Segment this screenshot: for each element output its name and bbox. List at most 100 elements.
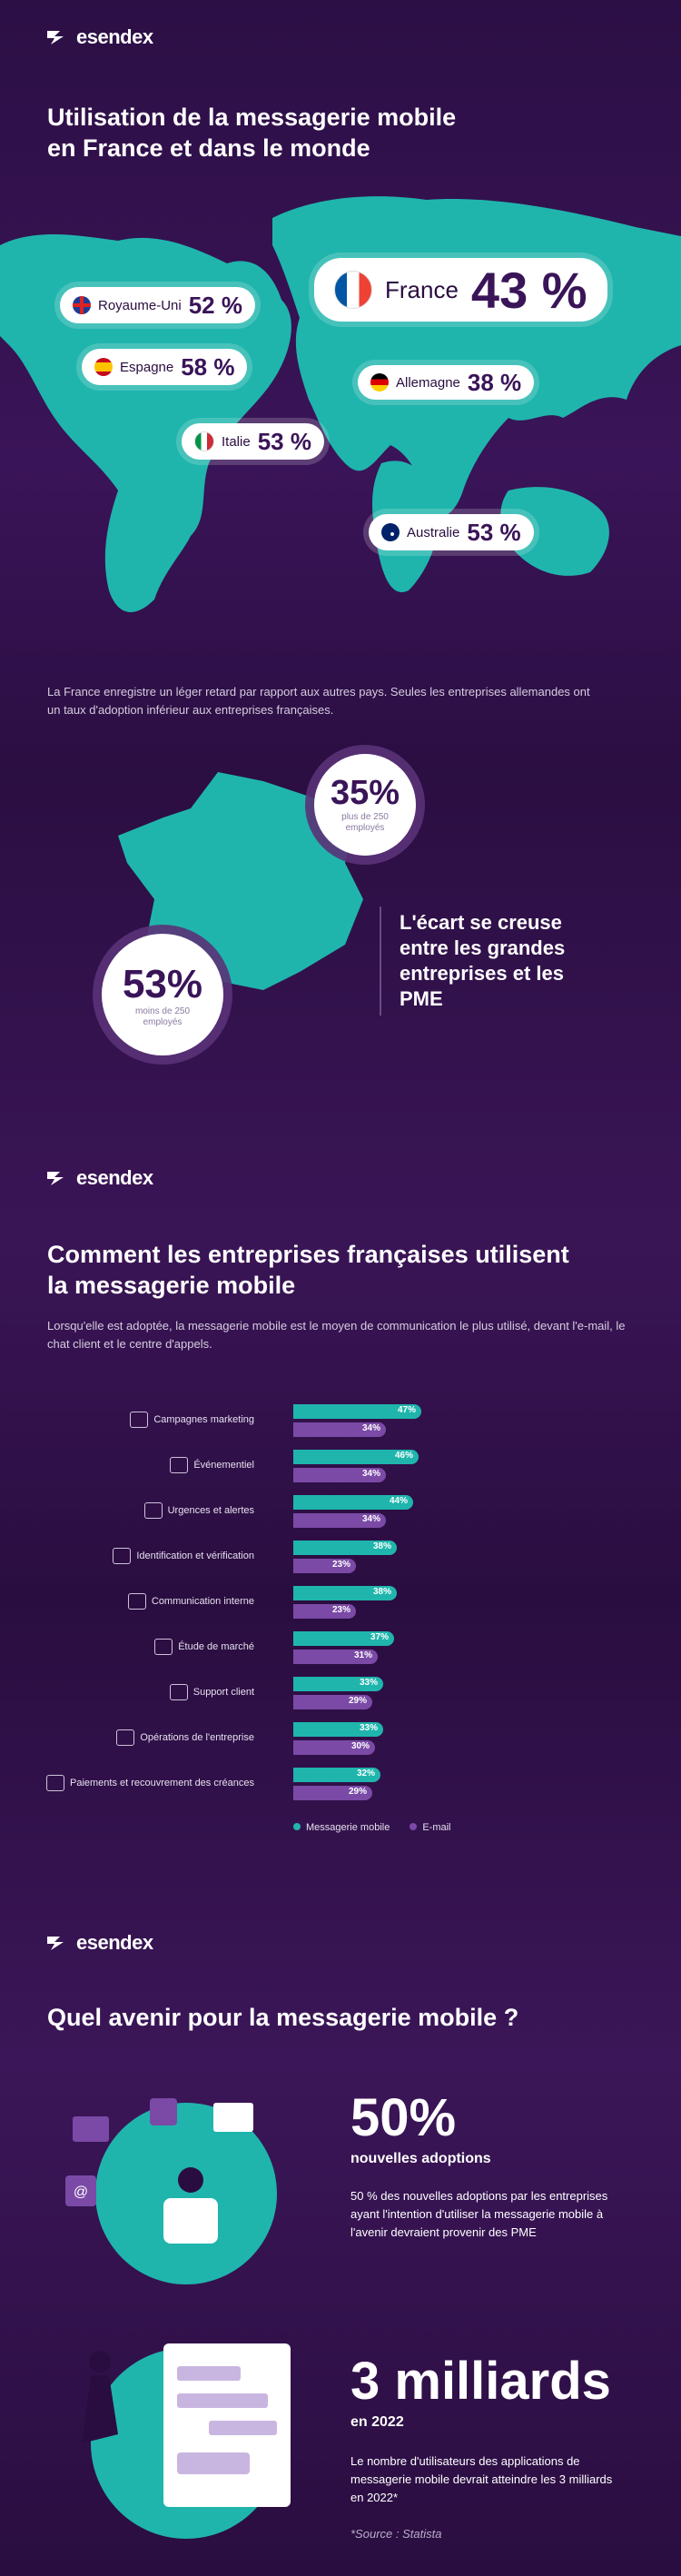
bar-value-label: 23%: [331, 1605, 350, 1615]
uk-flag-icon: [73, 296, 91, 314]
bar-value-label: 47%: [397, 1405, 416, 1415]
stat-large-value: 35%: [330, 774, 400, 812]
adoption-illustration: @: [65, 2098, 277, 2284]
bar-value-label: 38%: [372, 1587, 391, 1597]
chart-row: Communication interne 38% 23%: [0, 1586, 681, 1628]
category-text: Identification et vérification: [136, 1551, 254, 1561]
category-label: Identification et vérification: [113, 1548, 254, 1564]
bar-value-label: 32%: [356, 1769, 375, 1778]
category-text: Paiements et recouvrement des créances: [70, 1778, 254, 1788]
category-text: Support client: [192, 1687, 254, 1698]
country-value: 58 %: [181, 352, 235, 381]
bar-mobile: 46%: [293, 1450, 419, 1464]
bar-mobile: 37%: [293, 1631, 394, 1646]
bar-value-label: 34%: [361, 1423, 380, 1433]
bar-email: 34%: [293, 1468, 386, 1482]
category-text: Opérations de l'entreprise: [140, 1732, 254, 1743]
legend-label: Messagerie mobile: [306, 1822, 390, 1833]
bar-mobile: 47%: [293, 1404, 421, 1419]
bar-email: 29%: [293, 1786, 372, 1800]
bar-email: 23%: [293, 1604, 356, 1619]
stat2-value: 3 milliards: [350, 2352, 611, 2411]
chart-row: Identification et vérification 38% 23%: [0, 1541, 681, 1582]
esendex-logo-icon: [47, 31, 64, 45]
country-name: Espagne: [120, 359, 174, 375]
stat1-value: 50%: [350, 2088, 457, 2147]
esendex-logo: esendex: [47, 25, 153, 49]
category-text: Événementiel: [193, 1460, 254, 1471]
logo-text: esendex: [76, 1166, 153, 1189]
section2-title-line1: Comment les entreprises françaises utili…: [47, 1241, 569, 1268]
stat-small-value: 53%: [122, 962, 203, 1006]
bar-value-label: 33%: [359, 1723, 378, 1733]
chart-row: Paiements et recouvrement des créances 32…: [0, 1768, 681, 1809]
germany-flag-icon: [370, 373, 389, 391]
country-value: 52 %: [188, 291, 242, 319]
bar-value-label: 29%: [348, 1696, 367, 1706]
legend-item-email: E-mail: [410, 1822, 451, 1833]
category-text: Urgences et alertes: [167, 1505, 254, 1516]
bar-value-label: 34%: [361, 1514, 380, 1524]
bar-email: 29%: [293, 1695, 372, 1709]
stat2-source: *Source : Statista: [350, 2527, 442, 2541]
country-pill-spain: Espagne 58 %: [82, 349, 248, 385]
country-pill-uk: Royaume-Uni 52 %: [60, 287, 255, 323]
svg-text:@: @: [74, 2185, 88, 2200]
bar-mobile: 44%: [293, 1495, 413, 1510]
legend-dot-icon: [410, 1823, 418, 1830]
stat-small-companies: 53% moins de 250 employés: [102, 934, 223, 1055]
bar-value-label: 46%: [394, 1451, 413, 1461]
gap-text: L'écart se creuse entre les grandes entr…: [400, 911, 566, 1010]
category-icon: [169, 1684, 188, 1700]
bar-mobile: 33%: [293, 1677, 383, 1691]
esendex-logo-icon: [47, 1172, 64, 1185]
bar-value-label: 44%: [389, 1496, 408, 1506]
section2-title: Comment les entreprises françaises utili…: [47, 1239, 569, 1301]
chart-row: Campagnes marketing 47% 34%: [0, 1404, 681, 1446]
divider-line: [380, 907, 381, 1016]
stat2-text: Le nombre d'utilisateurs des application…: [350, 2454, 613, 2504]
bar-email: 34%: [293, 1422, 386, 1437]
stat2-label: en 2022: [350, 2414, 404, 2430]
section2-title-line2: la messagerie mobile: [47, 1272, 296, 1299]
chart-legend: Messagerie mobile E-mail: [293, 1822, 451, 1833]
category-label: Étude de marché: [154, 1639, 254, 1655]
stat-small-label: moins de 250 employés: [134, 1006, 191, 1027]
bar-value-label: 37%: [370, 1632, 389, 1642]
chart-row: Opérations de l'entreprise 33% 30%: [0, 1722, 681, 1764]
category-text: Communication interne: [151, 1596, 254, 1607]
country-name: France: [385, 275, 459, 303]
category-icon: [170, 1457, 189, 1473]
stat-large-label: plus de 250 employés: [341, 812, 389, 833]
bar-value-label: 34%: [361, 1469, 380, 1479]
bar-mobile: 38%: [293, 1541, 397, 1555]
stat-large-companies: 35% plus de 250 employés: [314, 754, 416, 856]
category-label: Urgences et alertes: [143, 1502, 254, 1519]
country-pill-france: France 43 %: [314, 258, 607, 322]
chart-row: Urgences et alertes 44% 34%: [0, 1495, 681, 1537]
category-icon: [113, 1548, 132, 1564]
category-text: Campagnes marketing: [153, 1414, 254, 1425]
section3-title: Quel avenir pour la messagerie mobile ?: [47, 2004, 519, 2031]
country-value: 53 %: [467, 518, 521, 546]
stat1-label: nouvelles adoptions: [350, 2151, 491, 2166]
country-value: 53 %: [257, 427, 311, 455]
section1-paragraph: La France enregistre un léger retard par…: [47, 685, 590, 717]
usage-bar-chart: Campagnes marketing 47% 34% Événementiel 46%…: [0, 1404, 681, 1813]
bar-mobile: 32%: [293, 1768, 380, 1782]
section2-paragraph: Lorsqu'elle est adoptée, la messagerie m…: [47, 1319, 626, 1351]
category-label: Support client: [169, 1684, 254, 1700]
chart-row: Support client 33% 29%: [0, 1677, 681, 1719]
country-name: Australie: [407, 524, 460, 540]
country-value: 38 %: [467, 368, 522, 396]
spain-flag-icon: [94, 358, 113, 376]
country-value: 43 %: [470, 261, 587, 319]
category-label: Communication interne: [127, 1593, 254, 1610]
category-icon: [46, 1775, 64, 1791]
bar-value-label: 31%: [353, 1650, 372, 1660]
category-label: Opérations de l'entreprise: [116, 1729, 254, 1746]
country-pill-germany: Allemagne 38 %: [358, 365, 535, 400]
chart-row: Étude de marché 37% 31%: [0, 1631, 681, 1673]
category-icon: [143, 1502, 163, 1519]
